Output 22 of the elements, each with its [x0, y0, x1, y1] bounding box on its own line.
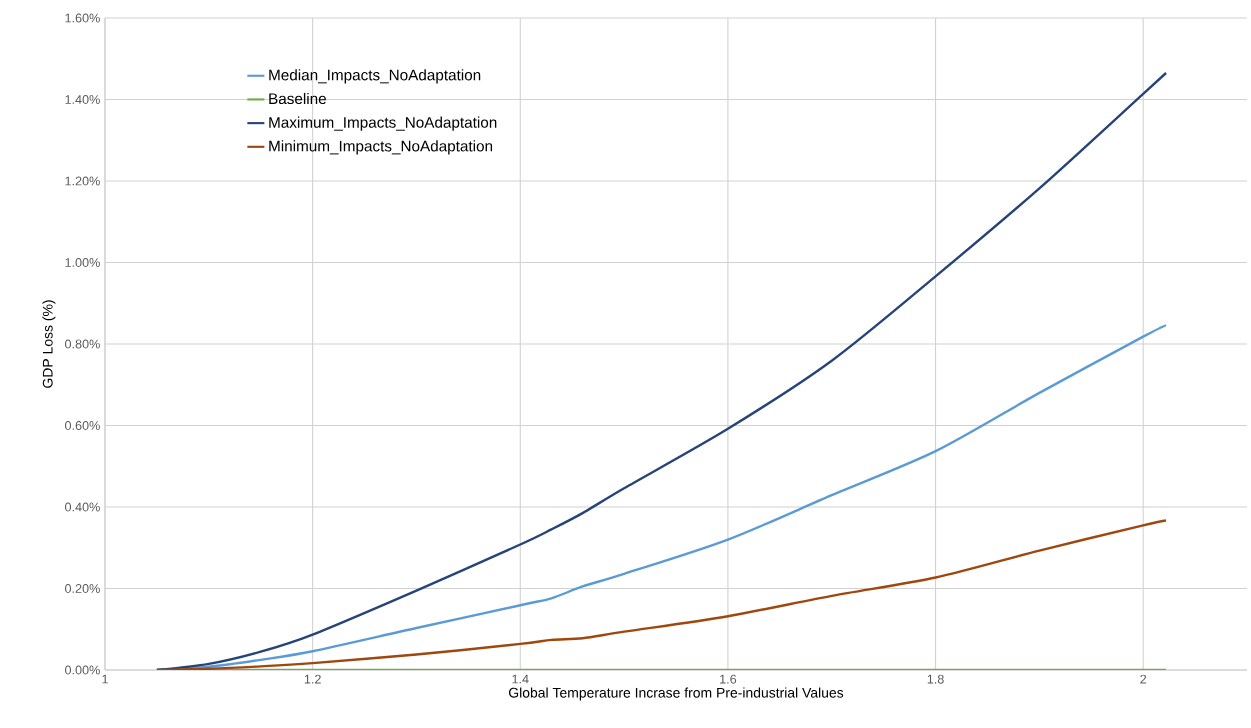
- legend-label: Minimum_Impacts_NoAdaptation: [269, 140, 493, 155]
- y-tick-label: 1.40%: [65, 95, 100, 104]
- y-tick-label: 0.80%: [65, 339, 100, 349]
- line-series: [155, 519, 1168, 670]
- y-tick-label: 1.00%: [65, 258, 100, 267]
- y-tick-label: 0.40%: [65, 502, 100, 512]
- x-tick-label: 1.4: [512, 674, 529, 684]
- x-tick-label: 1.8: [927, 674, 944, 684]
- y-tick-label: 0.00%: [65, 665, 100, 675]
- y-tick-label: 0.60%: [65, 421, 100, 430]
- legend-label: Median_Impacts_NoAdaptation: [269, 69, 481, 84]
- y-axis-title: GDP Loss (%): [42, 300, 56, 388]
- y-tick-label: 1.60%: [65, 13, 100, 23]
- x-axis-title: Global Temperature Incrase from Pre-industrial Values: [509, 687, 844, 701]
- x-tick-label: 1: [102, 674, 108, 684]
- legend-label: Maximum_Impacts_NoAdaptation: [269, 116, 497, 131]
- x-tick-label: 1.2: [304, 674, 321, 684]
- y-tick-label: 0.20%: [65, 584, 100, 593]
- x-tick-label: 1.6: [720, 674, 737, 684]
- x-tick-label: 2: [1140, 674, 1147, 684]
- y-tick-label: 1.20%: [65, 176, 100, 186]
- legend-label: Baseline: [269, 92, 326, 105]
